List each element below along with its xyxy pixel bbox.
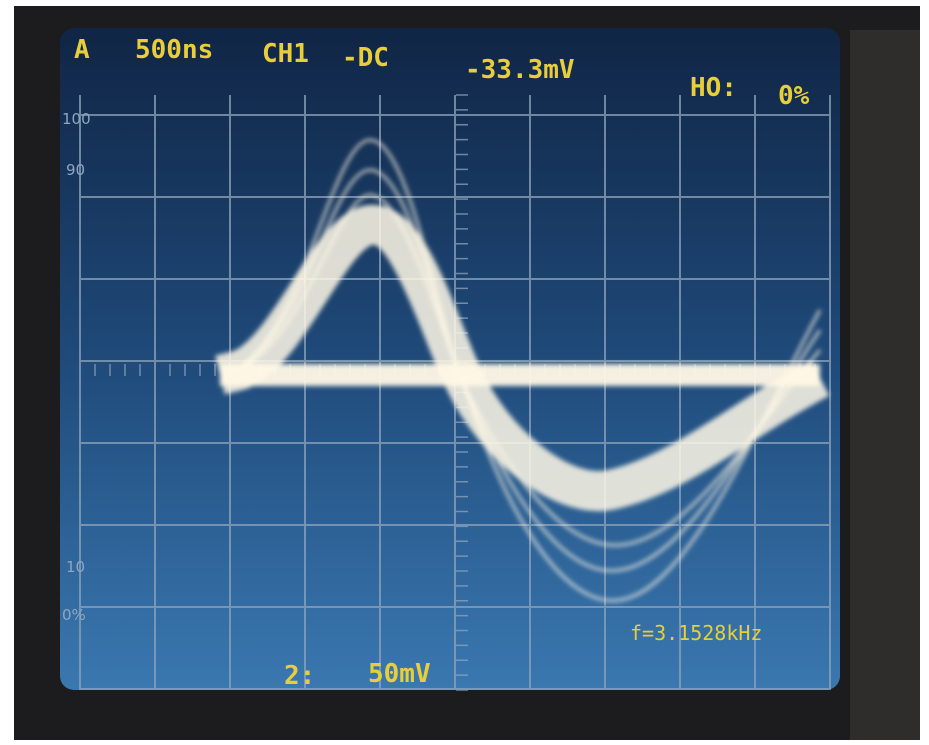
- graticule-label: 10: [66, 558, 85, 576]
- bezel-side: [850, 30, 920, 740]
- volts-per-div: 50mV: [368, 659, 431, 689]
- trigger-level: -33.3mV: [465, 55, 575, 85]
- channel: CH1: [262, 39, 309, 69]
- graticule-label: 90: [66, 161, 85, 179]
- trigger: A: [74, 35, 90, 65]
- holdoff-value: 0%: [778, 81, 810, 111]
- holdoff-label: HO:: [690, 73, 737, 103]
- graticule-label: 0%: [62, 606, 86, 624]
- coupling: -DC: [342, 43, 389, 73]
- channel2: 2:: [284, 661, 315, 691]
- waveform: [215, 138, 830, 603]
- frequency: f=3.1528kHz: [630, 621, 762, 645]
- timebase: 500ns: [135, 35, 213, 65]
- graticule-label: 100: [62, 110, 91, 128]
